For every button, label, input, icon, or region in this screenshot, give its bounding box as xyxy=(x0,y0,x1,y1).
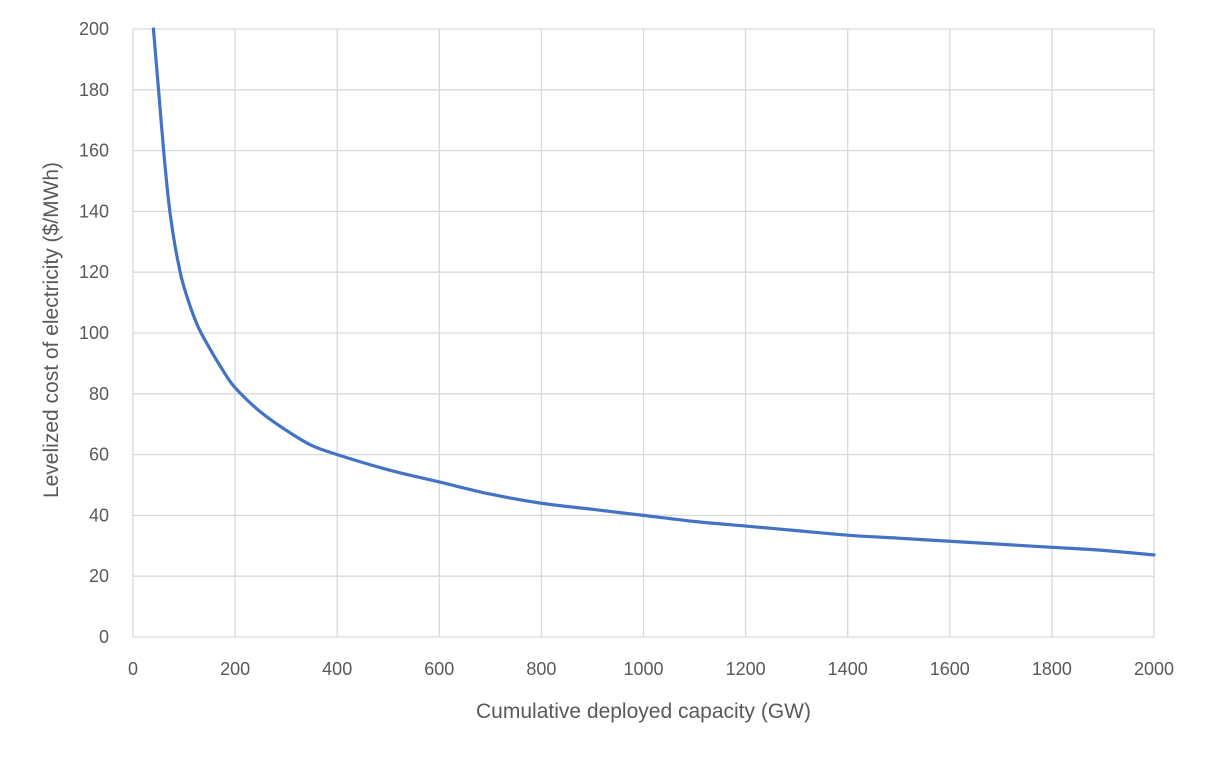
x-tick-label: 600 xyxy=(424,659,454,679)
x-tick-label: 1200 xyxy=(726,659,766,679)
y-tick-label: 160 xyxy=(79,141,109,161)
x-axis-tick-labels: 0 200 400 600 800 1000 1200 1400 1600 1800 2000 xyxy=(128,659,1174,679)
x-tick-label: 400 xyxy=(322,659,352,679)
x-tick-label: 1600 xyxy=(930,659,970,679)
series-line xyxy=(151,27,1156,557)
x-tick-label: 1800 xyxy=(1032,659,1072,679)
y-tick-label: 200 xyxy=(79,19,109,39)
y-tick-label: 40 xyxy=(89,505,109,525)
y-axis-tick-labels: 0 20 40 60 80 100 120 140 160 180 200 xyxy=(79,19,109,647)
y-axis-title: Levelized cost of electricity ($/MWh) xyxy=(40,162,63,498)
y-tick-label: 20 xyxy=(89,566,109,586)
y-tick-label: 120 xyxy=(79,262,109,282)
x-tick-label: 2000 xyxy=(1134,659,1174,679)
x-tick-label: 1000 xyxy=(623,659,663,679)
y-tick-label: 180 xyxy=(79,80,109,100)
y-tick-label: 100 xyxy=(79,323,109,343)
x-tick-label: 800 xyxy=(526,659,556,679)
y-tick-label: 60 xyxy=(89,445,109,465)
y-tick-label: 0 xyxy=(99,627,109,647)
x-tick-label: 1400 xyxy=(828,659,868,679)
x-axis-title: Cumulative deployed capacity (GW) xyxy=(476,700,811,723)
x-tick-label: 200 xyxy=(220,659,250,679)
series-layer xyxy=(151,27,1156,557)
y-tick-label: 140 xyxy=(79,201,109,221)
x-tick-label: 0 xyxy=(128,659,138,679)
y-tick-label: 80 xyxy=(89,384,109,404)
